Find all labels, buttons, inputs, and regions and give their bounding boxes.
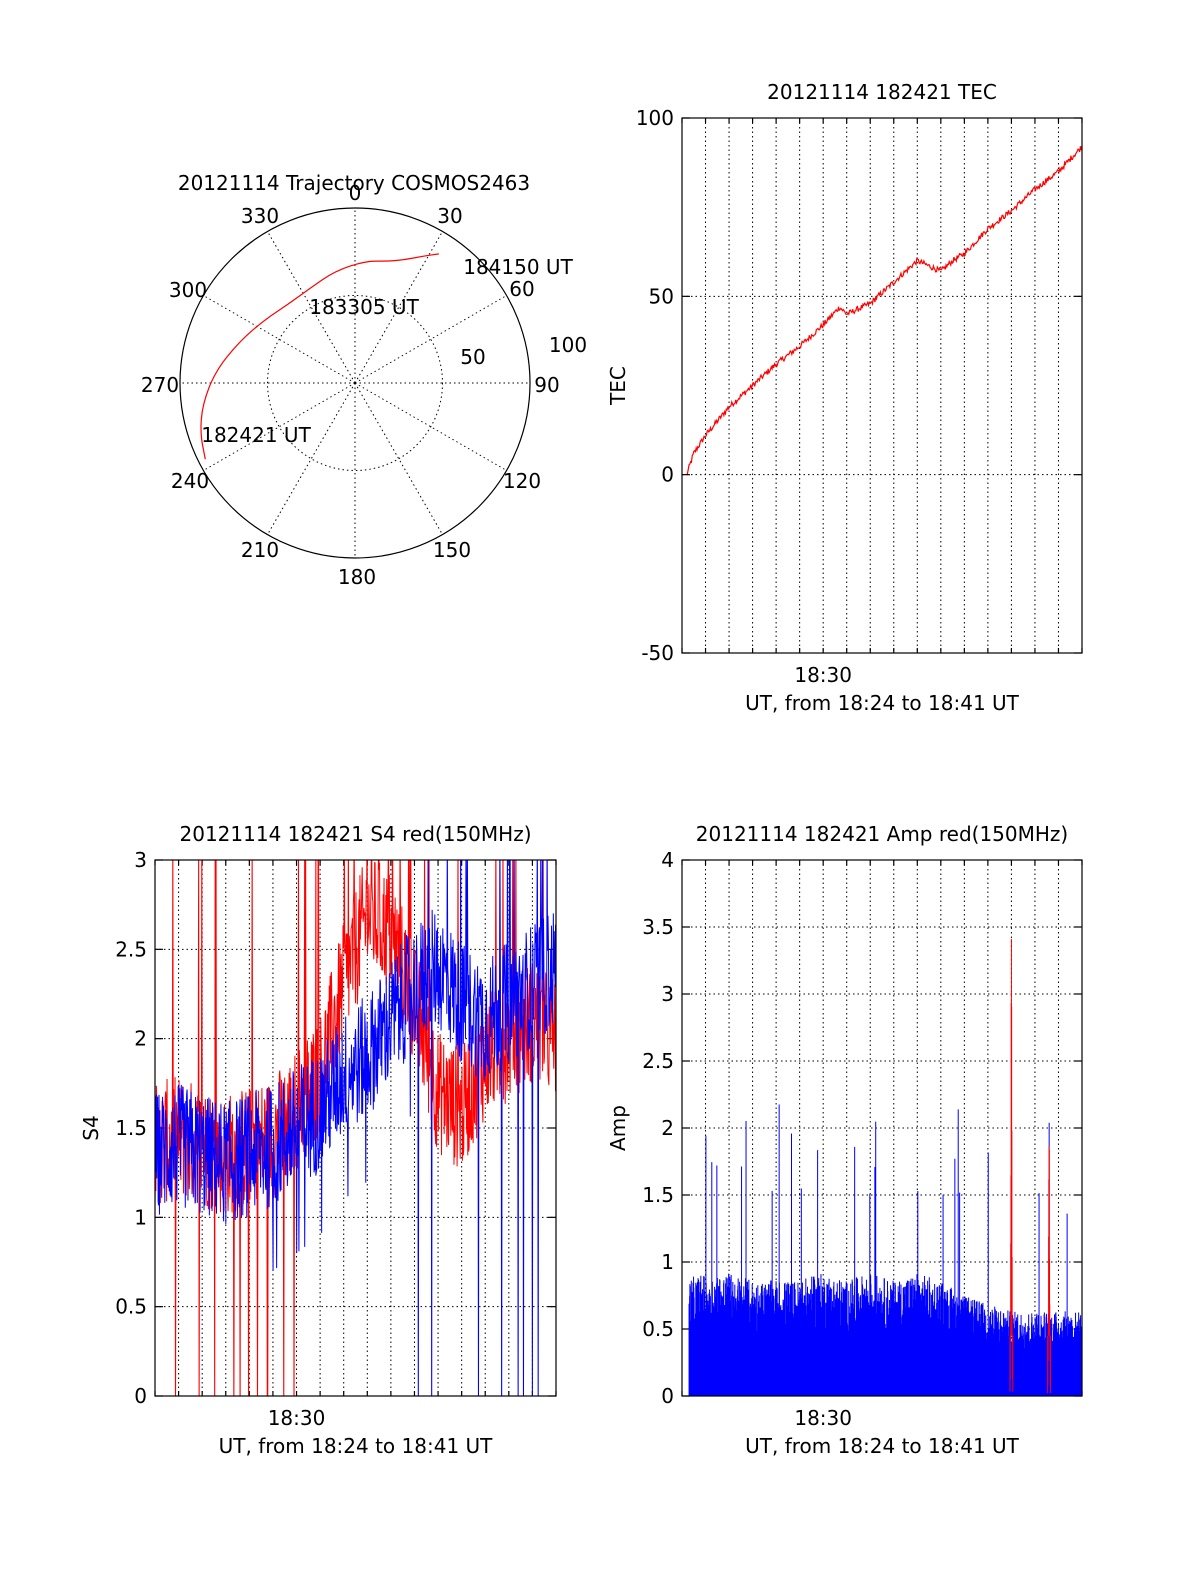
S4-chart-ylabel: S4 [79,1115,103,1140]
amp-chart: 20121114 182421 Amp red(150MHz) 0 0.5 1 1.5 2… [606,822,1083,1458]
trajectory-time-label: 182421 UT [201,423,311,447]
amp-chart-ylabel: Amp [606,1105,630,1151]
polar-radial-label: 100 [549,333,587,357]
polar-angle-label: 300 [169,278,207,302]
y-tick-label: 0.5 [115,1295,147,1319]
y-tick-label: 2.5 [115,937,147,961]
y-tick-label: 3 [134,848,147,872]
S4-chart-xlabel: UT, from 18:24 to 18:41 UT [219,1434,494,1458]
polar-angle-label: 270 [141,373,179,397]
polar-angle-label: 120 [503,469,541,493]
polar-angle-label: 210 [241,538,279,562]
plot-frame [154,859,557,1397]
trajectory-line [200,253,439,460]
trajectory-time-label: 183305 UT [309,295,419,319]
y-tick-label: 100 [636,106,674,130]
y-tick-label: 3 [661,982,674,1006]
S4-series-group [155,860,556,1396]
polar-outer-circle [179,207,531,559]
y-tick-label: 1 [661,1250,674,1274]
S4-series-line [155,860,556,1396]
polar-angle-label: 0 [349,181,362,205]
polar-angle-label: 240 [171,469,209,493]
tec-chart-ylabel: TEC [606,366,630,406]
amp-chart-title: 20121114 182421 Amp red(150MHz) [696,822,1068,846]
polar-angle-label: 30 [437,204,462,228]
y-tick-label: 2 [134,1027,147,1051]
x-tick-label: 18:30 [794,663,852,687]
y-tick-label: 4 [661,848,674,872]
amp-peak [1047,1145,1051,1394]
polar-angle-label: 90 [534,373,559,397]
tec-chart: 20121114 182421 TEC -50 0 50 100 18:30 UT, fro… [606,80,1083,715]
tec-series-line [686,145,1083,475]
tec-chart-title: 20121114 182421 TEC [767,80,997,104]
polar-radial-label: 50 [460,345,485,369]
y-tick-label: 0.5 [642,1317,674,1341]
polar-spoke [267,382,356,535]
y-tick-label: 1.5 [115,1116,147,1140]
y-tick-label: 3.5 [642,915,674,939]
trajectory-time-label: 184150 UT [463,255,573,279]
polar-angle-label: 330 [241,204,279,228]
amp-peak [1009,938,1014,1392]
polar-angle-label: 60 [509,277,534,301]
S4-series-line [155,860,556,1396]
S4-chart-title: 20121114 182421 S4 red(150MHz) [180,822,532,846]
polar-angle-label: 180 [338,565,376,589]
amp-chart-xlabel: UT, from 18:24 to 18:41 UT [745,1434,1020,1458]
polar-grid-circle [267,295,443,471]
plot-frame [681,117,1083,654]
x-tick-label: 18:30 [268,1406,326,1430]
S4-chart: 20121114 182421 S4 red(150MHz) 0 0.5 1 1.5 2 2… [79,822,557,1458]
amp-series-line [688,1104,1083,1396]
y-tick-label: 2 [661,1116,674,1140]
y-tick-label: 1 [134,1205,147,1229]
plot-frame [681,859,1083,1397]
y-tick-label: 0 [134,1384,147,1408]
polar-angle-label: 150 [433,538,471,562]
y-tick-label: 50 [649,284,674,308]
y-tick-label: 0 [661,463,674,487]
tec-chart-xlabel: UT, from 18:24 to 18:41 UT [745,691,1020,715]
x-tick-label: 18:30 [794,1406,852,1430]
y-tick-label: -50 [641,641,674,665]
polar-title: 20121114 Trajectory COSMOS2463 [178,171,530,195]
y-tick-label: 0 [661,1384,674,1408]
y-tick-label: 1.5 [642,1183,674,1207]
y-tick-label: 2.5 [642,1049,674,1073]
